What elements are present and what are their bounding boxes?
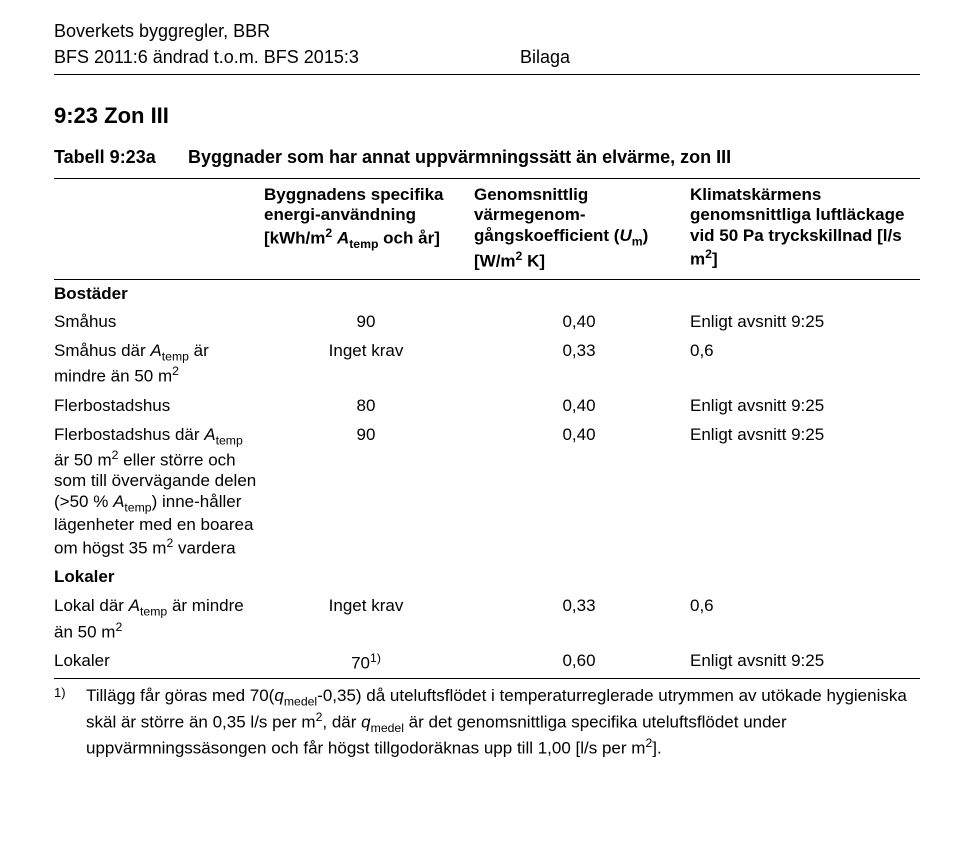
col-header-1 (54, 178, 264, 279)
col-header-3: Genomsnittlig värmegenom-gångskoefficien… (474, 178, 690, 279)
table-cell: Småhus där Atemp är mindre än 50 m2 (54, 337, 264, 392)
table-cell: Lokaler (54, 647, 264, 679)
doc-header-right: Bilaga (520, 47, 570, 68)
table-caption: Byggnader som har annat uppvärmningssätt… (188, 147, 731, 168)
table-header-row: Byggnadens specifika energi-användning [… (54, 178, 920, 279)
table-cell: 90 (264, 308, 474, 337)
table-cell: Flerbostadshus (54, 392, 264, 421)
doc-header-left: BFS 2011:6 ändrad t.o.m. BFS 2015:3 (54, 47, 520, 68)
table-row: Lokal där Atemp är mindre än 50 m2Inget … (54, 592, 920, 647)
col-header-4: Klimatskärmens genomsnittliga luftläckag… (690, 178, 920, 279)
table-cell: Lokaler (54, 563, 264, 592)
table-caption-row: Tabell 9:23a Byggnader som har annat upp… (54, 147, 920, 168)
table-cell: Enligt avsnitt 9:25 (690, 392, 920, 421)
footnote: 1) Tillägg får göras med 70(qmedel-0,35)… (54, 685, 920, 759)
table-cell (474, 279, 690, 308)
table-cell: 0,6 (690, 337, 920, 392)
table-cell: 0,40 (474, 421, 690, 564)
table-cell: Enligt avsnitt 9:25 (690, 308, 920, 337)
table-cell: Lokal där Atemp är mindre än 50 m2 (54, 592, 264, 647)
table-row: Flerbostadshus800,40Enligt avsnitt 9:25 (54, 392, 920, 421)
table-cell: 80 (264, 392, 474, 421)
table-cell: 0,60 (474, 647, 690, 679)
table-cell (690, 279, 920, 308)
doc-header-line1: Boverkets byggregler, BBR (54, 20, 920, 43)
table-cell: Flerbostadshus där Atemp är 50 m2 eller … (54, 421, 264, 564)
table-cell: 0,6 (690, 592, 920, 647)
table-cell: Bostäder (54, 279, 264, 308)
table-cell: 701) (264, 647, 474, 679)
table-row: Småhus900,40Enligt avsnitt 9:25 (54, 308, 920, 337)
table-body: BostäderSmåhus900,40Enligt avsnitt 9:25S… (54, 279, 920, 679)
doc-header-line2: BFS 2011:6 ändrad t.o.m. BFS 2015:3 Bila… (54, 47, 920, 68)
table-row: Lokaler (54, 563, 920, 592)
table-row: Flerbostadshus där Atemp är 50 m2 eller … (54, 421, 920, 564)
table-cell: Inget krav (264, 337, 474, 392)
footnote-mark: 1) (54, 685, 86, 759)
table-cell (264, 563, 474, 592)
table-cell: 90 (264, 421, 474, 564)
table-cell: Enligt avsnitt 9:25 (690, 647, 920, 679)
table-cell (474, 563, 690, 592)
page: Boverkets byggregler, BBR BFS 2011:6 änd… (0, 0, 960, 868)
table-cell: 0,33 (474, 592, 690, 647)
table-row: Småhus där Atemp är mindre än 50 m2Inget… (54, 337, 920, 392)
header-rule (54, 74, 920, 75)
table-cell (264, 279, 474, 308)
main-table: Byggnadens specifika energi-användning [… (54, 178, 920, 680)
section-title: 9:23 Zon III (54, 103, 920, 129)
table-row: Lokaler701)0,60Enligt avsnitt 9:25 (54, 647, 920, 679)
footnote-body: Tillägg får göras med 70(qmedel-0,35) då… (86, 685, 920, 759)
table-cell: 0,40 (474, 392, 690, 421)
table-cell: 0,33 (474, 337, 690, 392)
table-row: Bostäder (54, 279, 920, 308)
table-cell: Inget krav (264, 592, 474, 647)
table-cell: Enligt avsnitt 9:25 (690, 421, 920, 564)
table-label: Tabell 9:23a (54, 147, 188, 168)
table-cell: 0,40 (474, 308, 690, 337)
table-cell: Småhus (54, 308, 264, 337)
table-cell (690, 563, 920, 592)
col-header-2: Byggnadens specifika energi-användning [… (264, 178, 474, 279)
